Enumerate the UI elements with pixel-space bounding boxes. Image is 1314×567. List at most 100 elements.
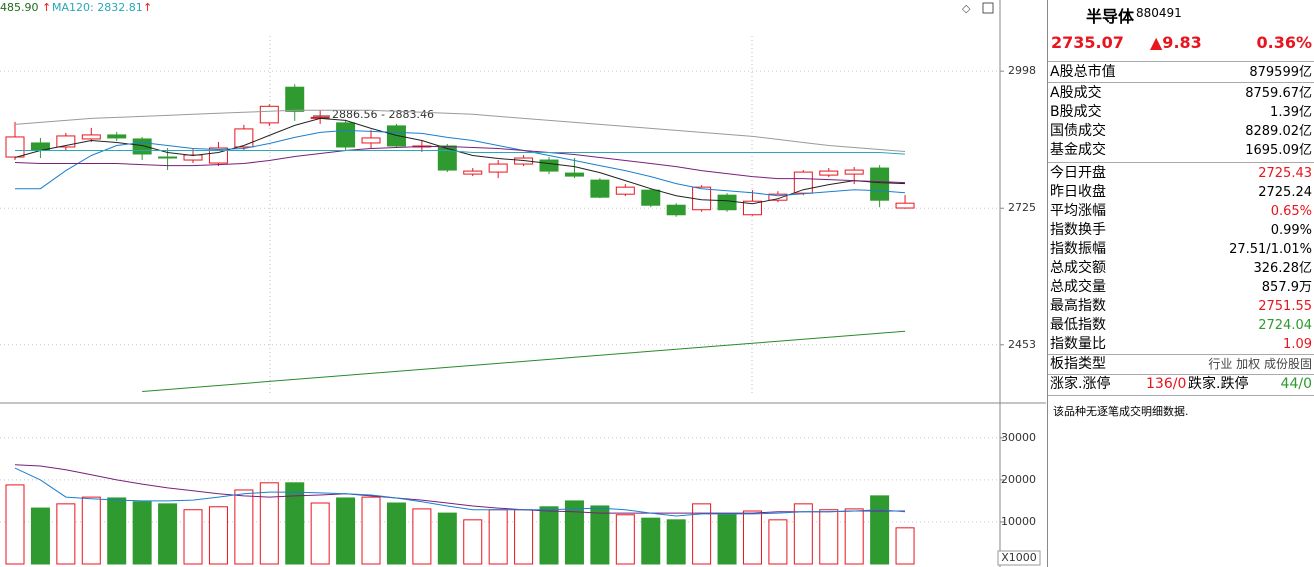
candle-body — [132, 138, 152, 155]
separator — [1048, 61, 1314, 62]
candle-body — [615, 186, 635, 195]
moving-average — [14, 467, 906, 517]
separator — [1048, 162, 1314, 163]
info-row: 板指类型 行业 加权 成份股固 — [1050, 355, 1312, 374]
info-value: 2751.55 — [1258, 299, 1312, 314]
legend-arrow: ↑ — [143, 1, 152, 14]
info-value: 27.51/1.01% — [1229, 242, 1312, 257]
icon-window[interactable] — [982, 2, 994, 14]
volume-bar — [386, 502, 406, 565]
info-label: 总成交额 — [1050, 260, 1106, 276]
candle-body — [666, 204, 686, 216]
icon-diamond[interactable]: ◇ — [962, 2, 971, 15]
info-row: 基金成交 1695.09亿 — [1050, 141, 1312, 160]
candle-body — [768, 193, 788, 201]
info-row: 今日开盘 2725.43 — [1050, 164, 1312, 183]
candle-body — [463, 170, 483, 175]
candle-body — [56, 135, 76, 148]
volume-bar — [183, 509, 203, 565]
candle-body — [361, 137, 381, 144]
volume-bar — [564, 500, 584, 565]
info-value: 8759.67亿 — [1245, 86, 1312, 101]
info-label: 指数量比 — [1050, 336, 1106, 352]
info-value: 行业 加权 成份股固 — [1208, 357, 1312, 371]
info-row: 国债成交 8289.02亿 — [1050, 122, 1312, 141]
volume-bar — [692, 503, 712, 565]
volume-bar — [819, 509, 839, 565]
y-tick-label: 10000 — [1001, 515, 1036, 528]
info-label: 最高指数 — [1050, 298, 1106, 314]
candle-body — [641, 189, 661, 206]
info-row: B股成交 1.39亿 — [1050, 103, 1312, 122]
info-row: A股成交 8759.67亿 — [1050, 84, 1312, 103]
candle-body — [742, 200, 762, 216]
volume-bar — [259, 482, 279, 565]
volume-bar — [208, 506, 228, 565]
panel-title: 半导体 — [1086, 7, 1135, 26]
info-value: 2725.43 — [1258, 166, 1312, 181]
info-row: 指数换手 0.99% — [1050, 221, 1312, 240]
volume-bar — [81, 496, 101, 565]
volume-bar — [870, 495, 890, 565]
volume-bar — [158, 503, 178, 565]
volume-bar — [310, 502, 330, 565]
moving-average — [14, 146, 906, 184]
volume-bar — [793, 503, 813, 565]
candle-body — [158, 156, 178, 159]
volume-bar — [615, 514, 635, 565]
volume-bar — [590, 505, 610, 565]
separator — [1048, 82, 1314, 83]
moving-average — [14, 109, 906, 152]
info-label: 基金成交 — [1050, 142, 1106, 158]
separator — [1048, 395, 1314, 396]
moving-average — [15, 129, 906, 197]
volume-bar — [132, 501, 152, 565]
candle-body — [81, 134, 101, 140]
candle-body — [895, 202, 915, 209]
percent: 0.36% — [1256, 33, 1312, 52]
moving-average — [14, 117, 906, 205]
info-value: 1.09 — [1283, 337, 1312, 352]
info-value: 326.28亿 — [1253, 261, 1313, 276]
info-value: 1.39亿 — [1270, 105, 1312, 120]
volume-bar — [285, 482, 305, 565]
candle-body — [870, 167, 890, 201]
volume-bar — [361, 496, 381, 565]
info-label: 指数换手 — [1050, 222, 1106, 238]
info-label: 总成交量 — [1050, 279, 1106, 295]
info-value: 8289.02亿 — [1245, 124, 1312, 139]
candle-body — [5, 136, 25, 158]
volume-bar — [56, 503, 76, 565]
breadth-label: 涨家.涨停 — [1050, 376, 1111, 392]
separator — [1048, 374, 1314, 375]
info-value: 0.65% — [1270, 204, 1312, 219]
candle-body — [437, 145, 457, 171]
volume-bar — [488, 509, 508, 565]
price: 2735.07 — [1051, 33, 1124, 52]
info-value: 0.99% — [1270, 223, 1312, 238]
legend-arrow: ↑ — [42, 1, 51, 14]
info-label: A股成交 — [1050, 85, 1102, 101]
y-tick-label: 30000 — [1001, 431, 1036, 444]
candle-body — [590, 179, 610, 198]
info-label: 指数振幅 — [1050, 241, 1106, 257]
breadth-row: 涨家.涨停 136/0 跌家.跌停 44/0 — [1050, 375, 1312, 394]
unit-label: X1000 — [1001, 551, 1037, 564]
candle-body — [539, 159, 559, 172]
volume-bar — [30, 507, 50, 565]
candle-body — [793, 171, 813, 194]
volume-bar — [666, 519, 686, 565]
breadth-value: 136/0 — [1146, 376, 1187, 392]
info-label: 最低指数 — [1050, 317, 1106, 333]
volume-bar — [463, 519, 483, 565]
chart: 485.90 ↑ MA120: 2832.81 ↑ ◇ 2886.56 - 28… — [0, 0, 1046, 567]
candle-body — [564, 172, 584, 177]
info-row: 平均涨幅 0.65% — [1050, 202, 1312, 221]
info-row: 昨日收盘 2725.24 — [1050, 183, 1312, 202]
y-tick-label: 2453 — [1008, 338, 1036, 351]
volume-bar — [234, 489, 254, 565]
info-row: A股总市值 879599亿 — [1050, 63, 1312, 82]
info-value: 2724.04 — [1258, 318, 1312, 333]
breadth-label: 跌家.跌停 — [1188, 376, 1249, 392]
